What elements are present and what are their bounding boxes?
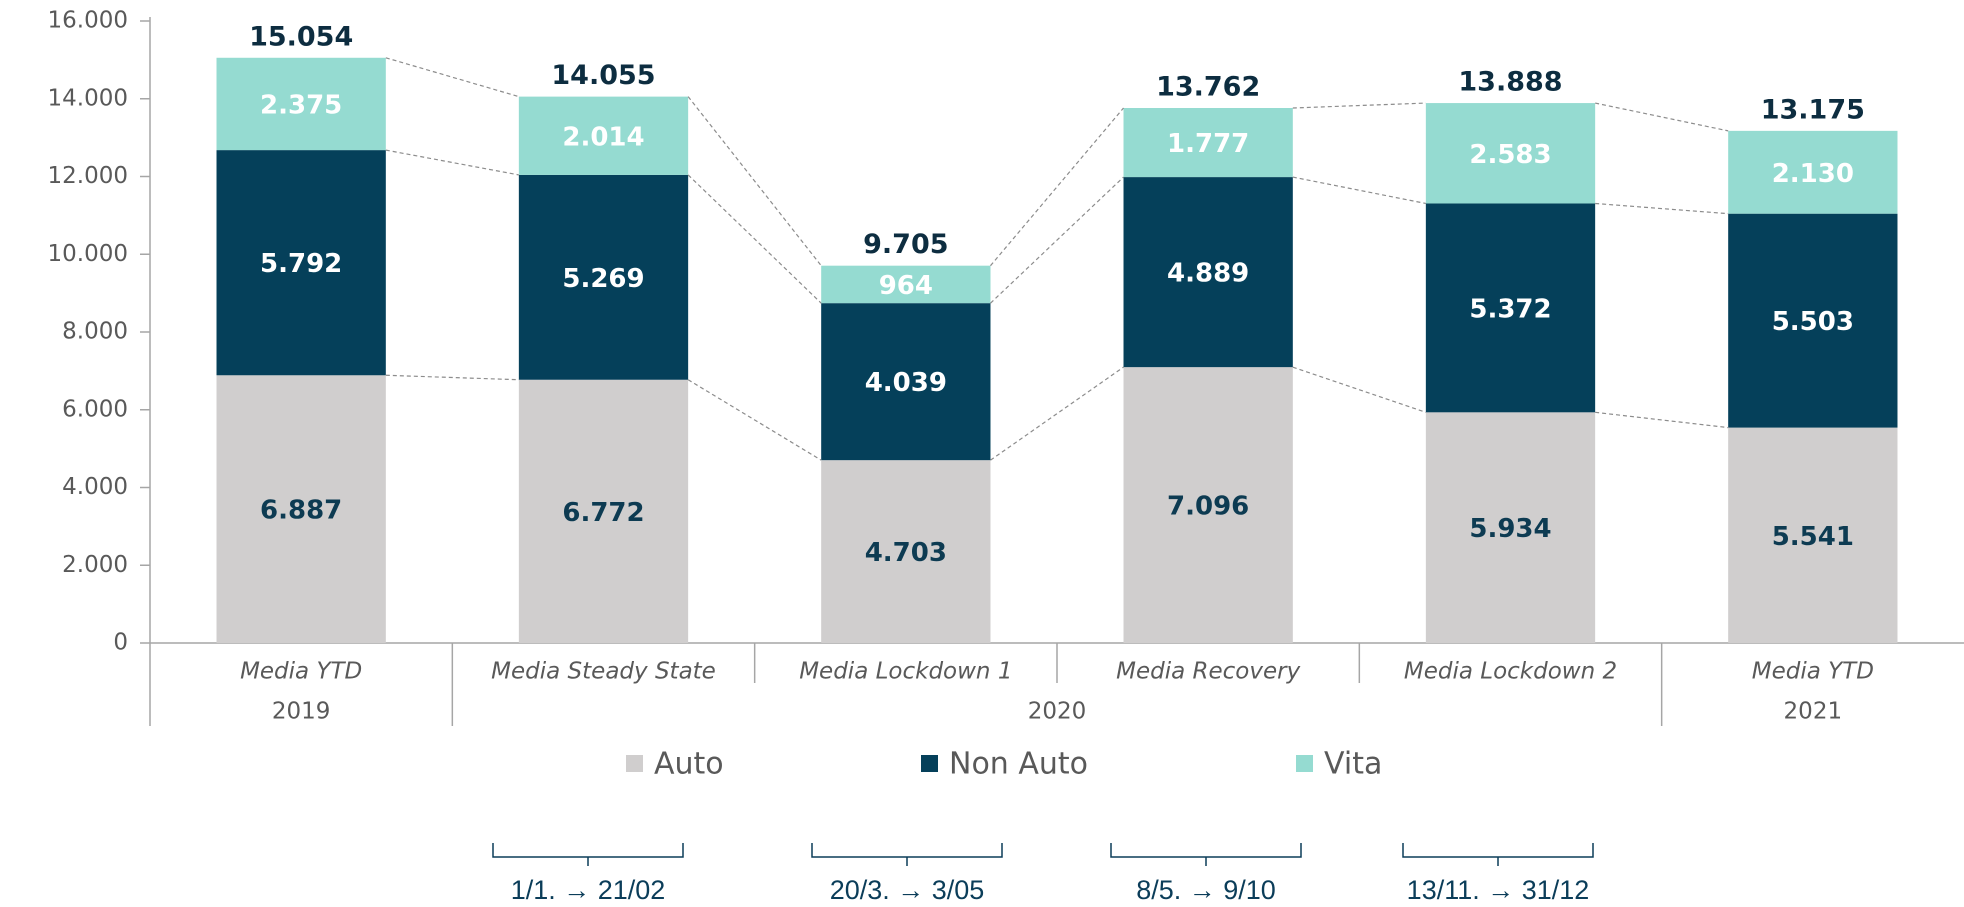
- bar-segment: [1425, 103, 1596, 204]
- value-label: 6.772: [562, 498, 644, 528]
- x-tick-label: Media Steady State: [491, 659, 716, 685]
- value-label: 4.039: [865, 368, 947, 398]
- legend-swatch: [921, 755, 938, 772]
- bar-segment: [518, 379, 689, 643]
- bar-segment: [1123, 177, 1293, 368]
- connector-line: [385, 57, 520, 98]
- value-label: 7.096: [1167, 492, 1249, 522]
- value-label: 6.887: [260, 496, 342, 526]
- x-tick-label: Media Recovery: [1116, 659, 1300, 685]
- connector-line: [990, 107, 1124, 267]
- total-label: 14.055: [551, 60, 655, 91]
- value-label: 2.583: [1469, 140, 1551, 170]
- y-tick-label: 2.000: [62, 552, 128, 578]
- connector-line: [687, 174, 822, 304]
- bracket: [1402, 843, 1594, 866]
- y-tick-label: 8.000: [62, 319, 128, 345]
- connector-line: [1292, 176, 1426, 205]
- connector-line: [687, 96, 822, 267]
- connector-line: [1595, 411, 1729, 429]
- group-label: 2021: [1784, 699, 1843, 725]
- bracket: [492, 843, 684, 866]
- y-tick-label: 12.000: [48, 163, 128, 189]
- total-label: 15.054: [249, 21, 353, 52]
- legend-swatch: [626, 755, 643, 772]
- x-tick-label: Media YTD: [1752, 659, 1874, 685]
- connector-line: [990, 176, 1124, 304]
- bar-segment: [821, 303, 991, 461]
- annotation: 20/3. → 3/05: [830, 875, 985, 905]
- bracket: [1110, 843, 1302, 866]
- value-label: 2.375: [260, 90, 342, 120]
- connector-line: [385, 374, 519, 381]
- bar-segment: [1123, 367, 1293, 643]
- legend-label: Vita: [1324, 747, 1382, 782]
- connector-line: [1595, 102, 1729, 132]
- total-label: 13.762: [1156, 72, 1260, 103]
- bar-segment: [1728, 130, 1898, 214]
- bar-segment: [821, 460, 991, 643]
- value-label: 5.541: [1772, 522, 1854, 552]
- group-label: 2020: [1028, 699, 1087, 725]
- x-tick-label: Media Lockdown 2: [1404, 659, 1617, 685]
- y-tick-label: 6.000: [62, 396, 128, 422]
- value-label: 964: [879, 271, 933, 301]
- total-label: 13.175: [1761, 94, 1865, 125]
- value-label: 5.269: [562, 264, 644, 294]
- bar-segment: [1728, 213, 1898, 428]
- y-tick-label: 0: [113, 630, 128, 656]
- bar-segment: [216, 57, 386, 151]
- y-tick-label: 16.000: [48, 8, 128, 34]
- bar-segment: [821, 265, 991, 304]
- connector-line: [385, 149, 519, 176]
- bar-segment: [216, 375, 386, 643]
- y-tick-label: 10.000: [48, 241, 128, 267]
- value-label: 5.503: [1772, 307, 1854, 337]
- bar-segment: [518, 96, 689, 175]
- value-label: 1.777: [1167, 129, 1249, 159]
- total-label: 13.888: [1458, 67, 1562, 98]
- connector-line: [990, 366, 1124, 461]
- bar-segment: [518, 174, 689, 380]
- value-label: 2.130: [1772, 159, 1854, 189]
- legend-swatch: [1296, 755, 1313, 772]
- value-label: 5.792: [260, 249, 342, 279]
- y-tick-label: 4.000: [62, 474, 128, 500]
- value-label: 2.014: [562, 122, 644, 152]
- annotation: 1/1. → 21/02: [511, 875, 666, 905]
- connector-line: [687, 379, 822, 461]
- connector-line: [1595, 202, 1729, 215]
- x-tick-label: Media Lockdown 1: [799, 659, 1012, 685]
- group-label: 2019: [272, 699, 331, 725]
- bar-segment: [1728, 427, 1898, 643]
- bar-segment: [1425, 203, 1596, 413]
- bar-segment: [216, 150, 386, 376]
- legend-label: Auto: [654, 747, 724, 782]
- value-label: 5.934: [1469, 514, 1551, 544]
- legend-label: Non Auto: [949, 747, 1088, 782]
- bracket: [811, 843, 1003, 866]
- connector-line: [1292, 102, 1426, 109]
- x-tick-label: Media YTD: [240, 659, 362, 685]
- bar-segment: [1425, 412, 1596, 643]
- value-label: 5.372: [1469, 294, 1551, 324]
- y-tick-label: 14.000: [48, 85, 128, 111]
- total-label: 9.705: [863, 229, 948, 260]
- bar-segment: [1123, 108, 1293, 178]
- value-label: 4.703: [865, 538, 947, 568]
- connector-line: [1292, 366, 1427, 413]
- annotation: 13/11. → 31/12: [1407, 875, 1590, 905]
- annotation: 8/5. → 9/10: [1136, 875, 1276, 905]
- value-label: 4.889: [1167, 259, 1249, 289]
